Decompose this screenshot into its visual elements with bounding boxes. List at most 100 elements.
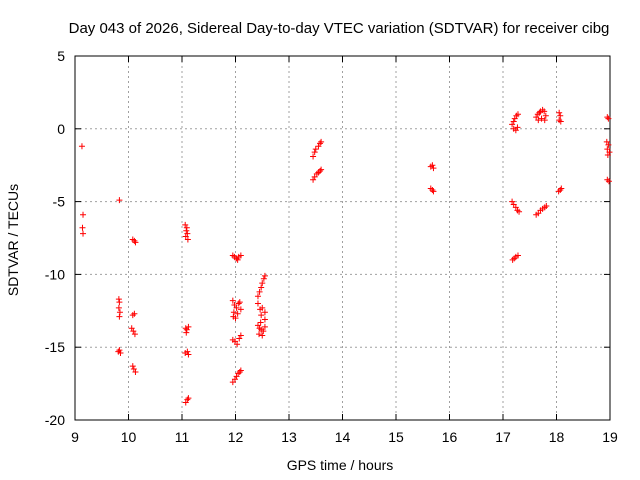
x-tick-label: 16: [442, 429, 458, 445]
data-point: [429, 162, 436, 169]
data-point: [234, 256, 241, 263]
x-tick-label: 18: [549, 429, 565, 445]
data-point: [310, 153, 317, 160]
chart-title: Day 043 of 2026, Sidereal Day-to-day VTE…: [69, 20, 610, 37]
data-point: [604, 114, 611, 121]
data-point: [318, 138, 325, 145]
data-point: [317, 140, 324, 147]
data-point: [132, 239, 139, 246]
y-tick-label: -15: [45, 339, 65, 355]
data-point: [261, 316, 268, 323]
axis-ticks: [74, 55, 611, 421]
data-point: [78, 143, 85, 150]
data-point: [236, 299, 243, 306]
data-point: [116, 347, 123, 354]
x-tick-label: 13: [281, 429, 297, 445]
data-points: [78, 106, 613, 406]
data-point: [235, 300, 242, 307]
data-point: [605, 141, 612, 148]
data-point: [256, 331, 263, 338]
data-point: [514, 111, 521, 118]
data-point: [261, 309, 268, 316]
data-point: [131, 331, 138, 338]
grid-lines: [75, 56, 610, 420]
data-point: [117, 350, 124, 357]
data-point: [430, 188, 437, 195]
data-point: [557, 186, 564, 193]
data-point: [184, 396, 191, 403]
data-point: [516, 208, 523, 215]
data-point: [259, 304, 266, 311]
x-tick-label: 17: [495, 429, 511, 445]
data-point: [312, 146, 319, 153]
x-tick-label: 9: [71, 429, 79, 445]
data-point: [115, 296, 122, 303]
data-point: [557, 118, 564, 125]
x-tick-label: 19: [602, 429, 618, 445]
x-tick-label: 15: [388, 429, 404, 445]
data-point: [80, 230, 87, 237]
y-tick-label: 0: [57, 121, 65, 137]
data-point: [116, 309, 123, 316]
data-point: [116, 299, 123, 306]
data-point: [317, 168, 324, 175]
tick-labels: 9 10 11 12 13 14 15 16 17 18 19 5 0 -5 -10 -15 -20: [45, 48, 618, 445]
data-point: [183, 227, 190, 234]
data-point: [430, 165, 437, 172]
y-axis-label: SDTVAR / TECUs: [5, 184, 21, 296]
data-point: [543, 202, 550, 209]
data-point: [79, 224, 86, 231]
data-point: [311, 149, 318, 156]
data-point: [254, 293, 261, 300]
data-point: [541, 117, 548, 124]
x-tick-label: 10: [121, 429, 137, 445]
data-point: [230, 309, 237, 316]
data-point: [514, 124, 521, 131]
data-point: [257, 319, 264, 326]
data-point: [510, 118, 517, 125]
data-point: [237, 332, 244, 339]
data-point: [80, 211, 87, 218]
data-point: [185, 351, 192, 358]
data-point: [557, 112, 564, 119]
data-point: [131, 310, 138, 317]
data-point: [116, 313, 123, 320]
data-point: [237, 367, 244, 374]
x-axis-label: GPS time / hours: [287, 457, 394, 473]
data-point: [260, 328, 267, 335]
data-point: [131, 237, 138, 244]
data-point: [234, 341, 241, 348]
data-point: [536, 109, 543, 116]
data-point: [129, 363, 136, 370]
data-point: [185, 323, 192, 330]
data-point: [541, 108, 548, 115]
data-point: [254, 300, 261, 307]
x-tick-label: 14: [335, 429, 351, 445]
y-tick-label: -5: [53, 194, 66, 210]
data-point: [514, 252, 521, 259]
data-point: [183, 329, 190, 336]
data-point: [261, 272, 268, 279]
data-point: [429, 186, 436, 193]
data-point: [256, 288, 263, 295]
data-point: [233, 304, 240, 311]
data-point: [183, 224, 190, 231]
data-point: [236, 368, 243, 375]
data-point: [538, 115, 545, 122]
data-point: [260, 275, 267, 282]
data-point: [185, 395, 192, 402]
data-point: [605, 115, 612, 122]
data-point: [259, 280, 266, 287]
data-point: [542, 112, 549, 119]
data-point: [234, 310, 241, 317]
data-point: [116, 197, 123, 204]
data-point: [258, 284, 265, 291]
data-point: [259, 332, 266, 339]
data-point: [261, 323, 268, 330]
data-point: [556, 109, 563, 116]
data-point: [604, 152, 611, 159]
data-point: [184, 348, 191, 355]
data-point: [605, 178, 612, 185]
data-point: [318, 166, 325, 173]
